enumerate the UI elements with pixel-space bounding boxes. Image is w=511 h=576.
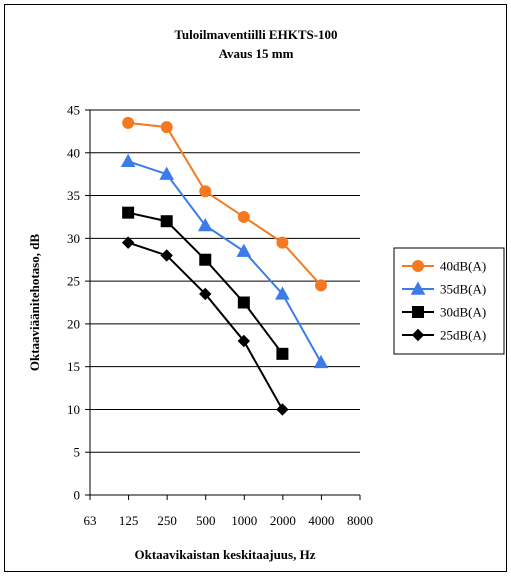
x-tick-label: 63 — [84, 513, 97, 528]
data-point — [121, 236, 135, 249]
plot-area: 0 5 10 15 20 25 30 35 40 45 63 125 250 500 1000 2000 40… — [67, 103, 373, 529]
data-point — [160, 249, 173, 262]
x-tick-label: 1000 — [231, 513, 257, 528]
x-tick-label: 2000 — [270, 513, 296, 528]
x-tick-label: 4000 — [308, 513, 334, 528]
data-point — [276, 403, 289, 416]
x-tick-label: 250 — [157, 513, 177, 528]
y-tick-label: 0 — [74, 488, 81, 503]
x-tick-label: 125 — [119, 513, 139, 528]
x-tick-labels: 63 125 250 500 1000 2000 4000 8000 — [84, 513, 374, 528]
data-point — [160, 121, 173, 134]
y-tick-label: 15 — [67, 359, 80, 374]
series-markers — [120, 116, 329, 416]
data-point — [275, 286, 290, 300]
series-line-0 — [128, 121, 322, 287]
y-tick-label: 5 — [74, 445, 81, 460]
y-tick-label: 40 — [67, 145, 80, 160]
chart-frame: Tuloilmaventiilli EHKTS-100 Avaus 15 mm … — [4, 4, 507, 572]
legend-label: 30dB(A) — [440, 305, 486, 320]
data-point — [236, 243, 252, 257]
legend-marker — [411, 328, 425, 342]
legend-marker — [412, 306, 424, 318]
legend: 40dB(A) 35dB(A) 30dB(A) 25dB(A) — [393, 247, 505, 355]
y-tick-label: 25 — [67, 274, 80, 289]
data-point — [159, 166, 175, 180]
legend-label: 35dB(A) — [440, 282, 486, 297]
data-point — [199, 253, 212, 266]
series-line-1 — [127, 160, 322, 363]
x-axis-title: Oktaavikaistan keskitaajuus, Hz — [135, 547, 316, 562]
data-point — [122, 206, 135, 219]
data-point — [122, 116, 135, 129]
data-point — [276, 236, 289, 249]
y-tick-label: 20 — [67, 316, 80, 331]
data-point — [313, 354, 329, 369]
x-tick-label: 500 — [196, 513, 216, 528]
data-point — [237, 296, 250, 309]
y-axis-title: Oktaaviäänitehotaso, dB — [27, 234, 42, 372]
data-point — [120, 153, 136, 168]
chart-title: Tuloilmaventiilli EHKTS-100 — [174, 27, 337, 42]
legend-label: 40dB(A) — [440, 259, 486, 274]
chart-svg: Tuloilmaventiilli EHKTS-100 Avaus 15 mm … — [27, 27, 505, 562]
data-point — [160, 215, 173, 228]
axes — [85, 109, 361, 500]
y-tick-label: 35 — [67, 188, 80, 203]
data-point — [237, 334, 251, 348]
data-point — [199, 287, 212, 301]
legend-label: 25dB(A) — [440, 328, 486, 343]
y-tick-label: 45 — [67, 103, 80, 118]
data-point — [314, 279, 327, 292]
data-point — [199, 185, 212, 198]
data-point — [237, 210, 250, 223]
y-tick-label: 10 — [67, 402, 80, 417]
x-tick-label: 8000 — [347, 513, 373, 528]
chart-subtitle: Avaus 15 mm — [219, 46, 294, 61]
plot-background — [90, 110, 360, 495]
y-tick-label: 30 — [67, 231, 80, 246]
legend-marker — [410, 281, 426, 295]
data-point — [197, 217, 213, 232]
y-tick-labels: 0 5 10 15 20 25 30 35 40 45 — [67, 103, 80, 503]
data-point — [276, 347, 289, 360]
legend-marker — [412, 260, 424, 272]
